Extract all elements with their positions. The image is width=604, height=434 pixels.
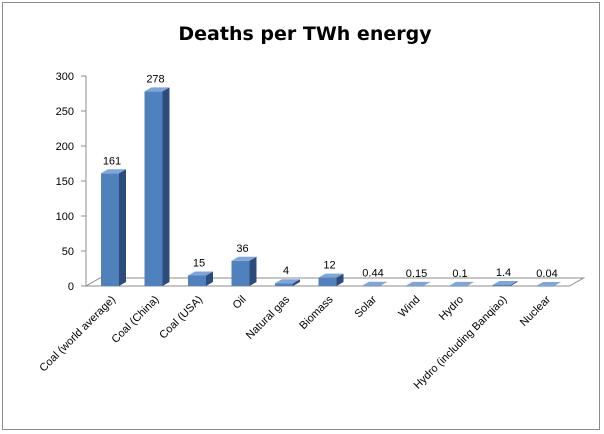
data-label: 4 — [283, 265, 289, 277]
y-tick-label: 300 — [56, 71, 74, 83]
bar-front — [275, 283, 293, 286]
bar-top — [144, 87, 170, 92]
data-label: 15 — [193, 258, 205, 270]
data-label: 0.15 — [406, 268, 427, 280]
bar — [536, 281, 561, 287]
y-tick-label: 250 — [56, 106, 74, 118]
y-axis: 0 50 100 150 200 250 300 — [56, 71, 87, 293]
bar-top — [188, 271, 213, 276]
category-label: Wind — [396, 294, 422, 320]
category-label: Oil — [231, 294, 249, 312]
y-tick-label: 150 — [56, 176, 74, 188]
bar — [275, 279, 300, 286]
bar — [231, 256, 257, 286]
bar-top — [405, 281, 431, 286]
bar — [449, 281, 474, 287]
data-label: 161 — [103, 155, 121, 167]
bar — [188, 271, 213, 286]
category-label: Natural gas — [244, 293, 293, 342]
bar-side — [423, 281, 431, 286]
bars — [101, 87, 561, 287]
bar-top — [449, 281, 474, 286]
bar-top — [101, 169, 126, 174]
y-tick-label: 100 — [56, 211, 74, 223]
bar — [405, 281, 431, 287]
bar-side — [467, 281, 474, 286]
bar-side — [119, 169, 126, 286]
chart-title: Deaths per TWh energy — [178, 23, 432, 45]
data-label: 0.04 — [536, 268, 557, 280]
y-tick-label: 0 — [68, 281, 74, 293]
data-labels: 161 278 15 36 4 12 0.44 0.15 0.1 1.4 0.04 — [103, 73, 558, 280]
bar-side — [380, 281, 387, 286]
bar-front — [536, 285, 554, 287]
y-tick-label: 50 — [62, 246, 74, 258]
bar-front — [144, 91, 163, 287]
bar-side — [336, 273, 344, 286]
bar-top — [275, 279, 300, 284]
bar-top — [536, 281, 561, 286]
bar-side — [162, 87, 170, 287]
bar — [101, 169, 126, 286]
bar-front — [449, 285, 467, 287]
bar-front — [362, 285, 380, 287]
category-label: Coal (USA) — [157, 294, 205, 342]
bar-top — [318, 273, 344, 278]
bar-front — [188, 275, 206, 286]
bar — [362, 281, 387, 287]
bar-top — [362, 281, 387, 286]
data-label: 278 — [146, 73, 164, 85]
data-label: 36 — [236, 243, 248, 255]
bar-top — [231, 256, 257, 261]
category-label: Coal (world average) — [37, 294, 118, 375]
category-label: Hydro — [437, 294, 466, 323]
bar — [492, 281, 518, 286]
category-label: Biomass — [297, 293, 336, 332]
bar-front — [492, 285, 511, 286]
data-label: 0.1 — [452, 268, 467, 280]
bar-front — [231, 260, 250, 286]
bar-side — [510, 281, 518, 286]
category-label: Nuclear — [518, 293, 554, 329]
chart-frame: Deaths per TWh energy 0 50 100 150 200 250 300… — [2, 2, 600, 430]
data-label: 0.44 — [362, 268, 383, 280]
data-label: 1.4 — [496, 267, 511, 279]
bar-side — [293, 279, 300, 286]
bar-top — [492, 281, 518, 286]
bar-front — [405, 285, 424, 287]
bar-chart: Deaths per TWh energy 0 50 100 150 200 250 300… — [37, 23, 586, 392]
bar — [144, 87, 170, 287]
bar-front — [318, 277, 337, 286]
bar-side — [206, 271, 213, 286]
data-label: 12 — [323, 260, 335, 272]
x-axis-labels: Coal (world average)Coal (China)Coal (US… — [37, 293, 553, 391]
category-label: Solar — [352, 293, 379, 320]
bar-front — [101, 173, 119, 286]
y-tick-label: 200 — [56, 141, 74, 153]
bar — [318, 273, 344, 286]
bar-side — [249, 256, 257, 286]
bar-side — [554, 281, 561, 286]
category-label: Hydro (including Banqiao) — [412, 294, 510, 392]
